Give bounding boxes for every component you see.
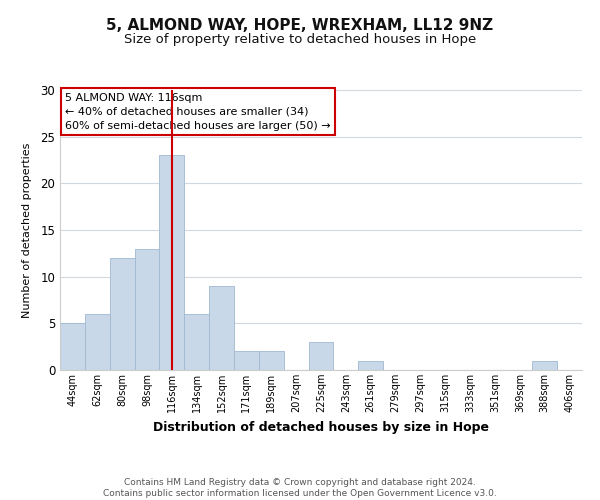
- Text: Size of property relative to detached houses in Hope: Size of property relative to detached ho…: [124, 32, 476, 46]
- Text: 5, ALMOND WAY, HOPE, WREXHAM, LL12 9NZ: 5, ALMOND WAY, HOPE, WREXHAM, LL12 9NZ: [106, 18, 494, 32]
- Bar: [308, 342, 334, 370]
- Y-axis label: Number of detached properties: Number of detached properties: [22, 142, 32, 318]
- Text: Contains HM Land Registry data © Crown copyright and database right 2024.
Contai: Contains HM Land Registry data © Crown c…: [103, 478, 497, 498]
- Bar: [160, 156, 184, 370]
- Bar: [532, 360, 557, 370]
- Bar: [184, 314, 209, 370]
- Bar: [259, 352, 284, 370]
- Bar: [209, 286, 234, 370]
- Bar: [110, 258, 134, 370]
- Bar: [85, 314, 110, 370]
- Bar: [358, 360, 383, 370]
- Bar: [60, 324, 85, 370]
- Text: 5 ALMOND WAY: 116sqm
← 40% of detached houses are smaller (34)
60% of semi-detac: 5 ALMOND WAY: 116sqm ← 40% of detached h…: [65, 93, 331, 131]
- X-axis label: Distribution of detached houses by size in Hope: Distribution of detached houses by size …: [153, 420, 489, 434]
- Bar: [234, 352, 259, 370]
- Bar: [134, 248, 160, 370]
